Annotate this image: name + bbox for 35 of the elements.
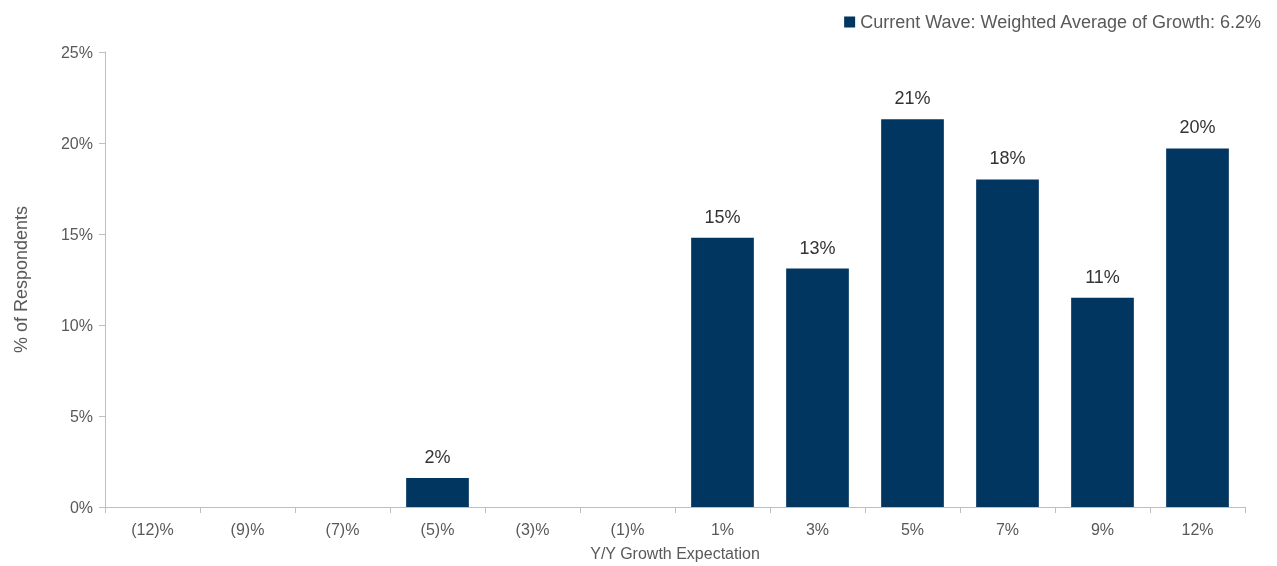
legend-label: Current Wave: Weighted Average of Growth: 6.2% (860, 12, 1262, 32)
x-tick-label: (7)% (325, 520, 360, 538)
y-tick-label: 5% (69, 407, 93, 425)
x-tick-label: 1% (710, 520, 735, 538)
y-tick-label: 10% (60, 316, 93, 334)
bar (1166, 148, 1229, 507)
x-tick-label: 7% (995, 520, 1020, 538)
x-axis-title: Y/Y Growth Expectation (590, 544, 760, 562)
bar (976, 179, 1039, 507)
data-label: 20% (1179, 117, 1216, 138)
y-axis-title: % of Respondents (11, 205, 31, 354)
bar (786, 268, 849, 507)
y-tick-label: 25% (60, 43, 93, 61)
data-label: 2% (424, 446, 451, 467)
data-label: 15% (704, 206, 741, 227)
x-tick-label: (3)% (515, 520, 550, 538)
x-tick-label: (1)% (610, 520, 645, 538)
x-tick-label: 12% (1181, 520, 1214, 538)
data-label: 11% (1085, 266, 1120, 287)
y-tick-label: 15% (60, 225, 93, 243)
bar (1071, 297, 1134, 507)
x-tick-label: (12)% (131, 520, 174, 538)
y-tick-label: 0% (69, 498, 93, 516)
y-tick-label: 20% (60, 134, 93, 152)
bar (881, 119, 944, 507)
x-tick-label: 3% (805, 520, 830, 538)
data-label: 18% (989, 148, 1026, 169)
data-label: 21% (894, 88, 931, 109)
bar (691, 237, 754, 507)
x-tick-label: (9)% (230, 520, 265, 538)
x-tick-label: 9% (1090, 520, 1115, 538)
x-tick-label: (5)% (420, 520, 455, 538)
data-label: 13% (799, 237, 836, 258)
bar (406, 477, 469, 507)
x-tick-label: 5% (900, 520, 925, 538)
